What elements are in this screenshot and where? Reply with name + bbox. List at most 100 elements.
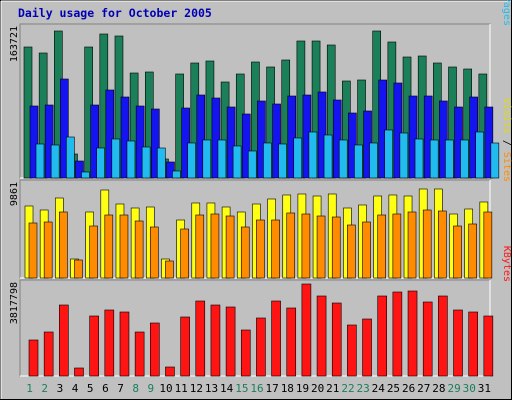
- bar-sites-day-31: [483, 211, 493, 279]
- bar-pages-day-15: [247, 150, 257, 179]
- bar-sites-day-27: [422, 209, 432, 279]
- bar-sites-day-8: [134, 220, 144, 279]
- bar-kbytes-day-19: [301, 283, 312, 377]
- bar-kbytes-day-17: [271, 300, 281, 377]
- panel-hits: 163721 Hits / Files / Pages: [9, 0, 512, 179]
- bar-files-day-6: [105, 89, 115, 179]
- panel-visits-legend: Visits / Sites: [501, 98, 512, 182]
- bar-sites-day-25: [392, 213, 402, 279]
- bar-kbytes-day-29: [453, 309, 463, 377]
- bar-pages-day-29: [460, 139, 469, 179]
- bar-files-day-3: [60, 78, 69, 179]
- panel-visits-max-label: 9861: [9, 182, 20, 206]
- bar-sites-day-9: [149, 226, 159, 279]
- bar-kbytes-day-28: [438, 295, 448, 377]
- bar-pages-day-26: [414, 138, 424, 179]
- bar-sites-day-11: [180, 228, 189, 279]
- bar-pages-day-21: [338, 139, 348, 179]
- series-pages: [35, 129, 500, 179]
- day-label-7: 7: [117, 382, 124, 395]
- bar-kbytes-day-24: [377, 295, 388, 377]
- day-label-4: 4: [72, 382, 79, 395]
- bar-sites-day-21: [331, 216, 341, 279]
- bar-pages-day-19: [308, 131, 318, 179]
- bar-sites-day-28: [438, 210, 447, 279]
- bar-kbytes-day-27: [422, 301, 433, 377]
- bar-files-day-28: [439, 100, 448, 179]
- bar-files-day-14: [226, 106, 236, 179]
- day-label-18: 18: [281, 382, 294, 395]
- day-label-25: 25: [387, 382, 400, 395]
- bar-kbytes-day-3: [59, 304, 69, 377]
- bar-kbytes-day-6: [104, 309, 115, 377]
- bar-sites-day-22: [347, 224, 356, 279]
- bar-kbytes-day-18: [286, 307, 297, 377]
- bar-files-day-31: [484, 106, 494, 179]
- day-label-9: 9: [148, 382, 155, 395]
- bar-kbytes-day-1: [28, 339, 39, 377]
- day-label-12: 12: [190, 382, 203, 395]
- bar-files-day-17: [272, 103, 281, 179]
- day-label-17: 17: [266, 382, 279, 395]
- bar-files-day-13: [211, 97, 221, 179]
- bar-pages-day-4: [81, 171, 90, 179]
- bar-kbytes-day-26: [407, 290, 418, 377]
- bar-kbytes-day-8: [134, 331, 145, 377]
- bar-pages-day-17: [278, 143, 287, 179]
- bar-files-day-2: [44, 104, 54, 179]
- bar-files-day-10: [166, 161, 175, 179]
- day-label-28: 28: [432, 382, 445, 395]
- bar-pages-day-14: [232, 145, 242, 179]
- bar-sites-day-23: [362, 221, 371, 279]
- day-label-22: 22: [341, 382, 354, 395]
- day-label-19: 19: [296, 382, 309, 395]
- bar-sites-day-30: [468, 223, 477, 279]
- chart-panels: 163721 Hits / Files / Pages 9861 Visits / S…: [9, 0, 512, 377]
- bar-files-day-16: [257, 100, 266, 179]
- panel-hits-max-label: 163721: [9, 26, 20, 62]
- bar-files-day-9: [150, 108, 160, 179]
- bar-sites-day-10: [165, 260, 174, 279]
- day-label-24: 24: [372, 382, 386, 395]
- bar-kbytes-day-20: [316, 295, 327, 377]
- day-label-21: 21: [326, 382, 339, 395]
- legend-pages: Pages: [501, 0, 512, 26]
- bar-pages-day-6: [111, 138, 121, 179]
- day-label-27: 27: [417, 382, 430, 395]
- day-label-13: 13: [205, 382, 218, 395]
- bar-sites-day-7: [119, 214, 129, 279]
- bar-pages-day-5: [96, 147, 105, 179]
- bar-pages-day-22: [354, 144, 363, 179]
- bar-pages-day-9: [156, 147, 166, 179]
- bar-sites-day-24: [377, 214, 387, 279]
- day-label-30: 30: [463, 382, 476, 395]
- bar-sites-day-19: [301, 213, 311, 279]
- day-label-14: 14: [220, 382, 234, 395]
- bar-files-day-27: [423, 95, 433, 179]
- series-hits: [23, 30, 488, 179]
- day-label-11: 11: [175, 382, 188, 395]
- bar-pages-day-18: [293, 137, 303, 179]
- bar-pages-day-12: [202, 139, 212, 179]
- series-files: [29, 78, 494, 179]
- bar-files-day-7: [120, 96, 130, 179]
- panel-kbytes: 3817798 KBytes: [9, 246, 512, 377]
- day-label-1: 1: [26, 382, 33, 395]
- day-label-6: 6: [102, 382, 109, 395]
- bar-pages-day-8: [141, 146, 151, 179]
- bar-kbytes-day-12: [195, 300, 206, 377]
- series-sites: [28, 209, 493, 279]
- legend-separator: /: [501, 134, 512, 152]
- bar-kbytes-day-2: [43, 331, 54, 377]
- legend-sites: Sites: [501, 152, 512, 182]
- day-label-31: 31: [478, 382, 491, 395]
- bar-pages-day-10: [172, 170, 181, 179]
- bar-pages-day-20: [323, 134, 333, 179]
- bar-sites-day-13: [210, 213, 220, 279]
- day-label-15: 15: [235, 382, 248, 395]
- bar-kbytes-day-13: [210, 304, 221, 377]
- bar-pages-day-11: [187, 142, 196, 179]
- bar-files-day-15: [241, 113, 251, 179]
- bar-kbytes-day-5: [89, 315, 99, 377]
- bar-kbytes-day-14: [225, 306, 236, 377]
